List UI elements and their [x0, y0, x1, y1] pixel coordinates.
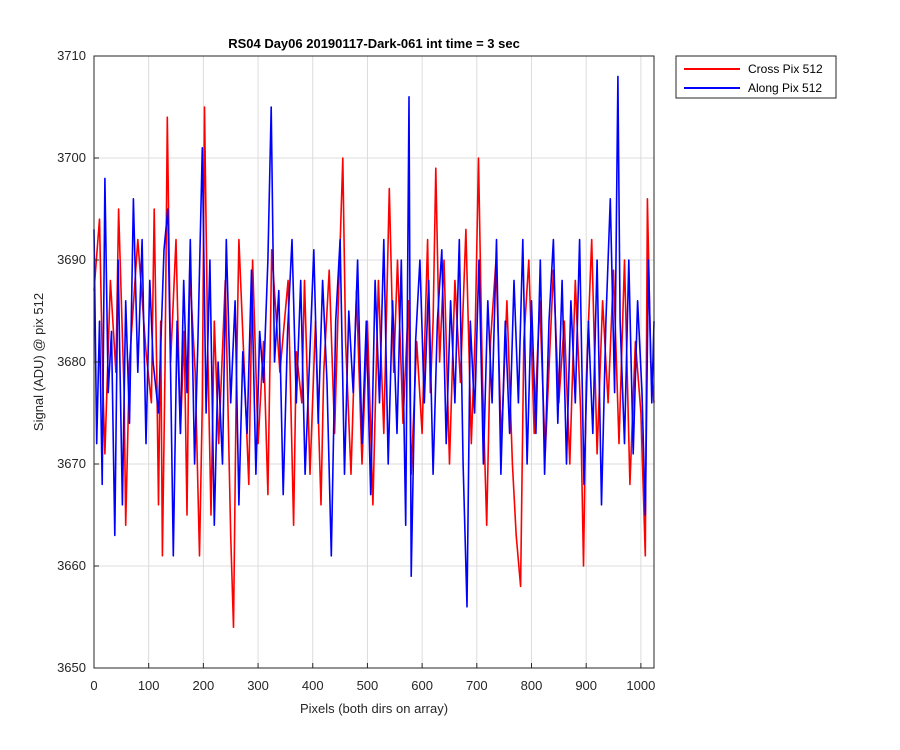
y-tick-label: 3710 [57, 48, 86, 63]
x-axis-label: Pixels (both dirs on array) [300, 701, 448, 716]
y-tick-label: 3650 [57, 660, 86, 675]
series-line-along-pix-512 [93, 75, 655, 608]
legend-label-cross: Cross Pix 512 [748, 62, 823, 76]
x-tick-label: 200 [193, 678, 215, 693]
x-tick-label: 300 [247, 678, 269, 693]
legend-label-along: Along Pix 512 [748, 81, 822, 95]
x-tick-label: 500 [357, 678, 379, 693]
legend-box [675, 55, 837, 99]
y-tick-label: 3660 [57, 558, 86, 573]
x-tick-label: 1000 [626, 678, 655, 693]
y-tick-label: 3700 [57, 150, 86, 165]
x-tick-label: 800 [521, 678, 543, 693]
legend: Cross Pix 512 Along Pix 512 [675, 55, 837, 99]
y-tick-label: 3680 [57, 354, 86, 369]
y-tick-label: 3670 [57, 456, 86, 471]
axis-ticks: 0 100 200 300 400 500 600 700 800 900 1000 3650 3660… [57, 48, 655, 693]
x-tick-label: 400 [302, 678, 324, 693]
chart-title: RS04 Day06 20190117-Dark-061 int time = … [228, 36, 520, 51]
y-axis-label: Signal (ADU) @ pix 512 [31, 293, 46, 431]
x-tick-label: 100 [138, 678, 160, 693]
x-tick-label: 0 [90, 678, 97, 693]
x-tick-label: 700 [466, 678, 488, 693]
x-tick-label: 900 [575, 678, 597, 693]
series-lines [93, 75, 655, 629]
y-tick-label: 3690 [57, 252, 86, 267]
x-tick-label: 600 [411, 678, 433, 693]
